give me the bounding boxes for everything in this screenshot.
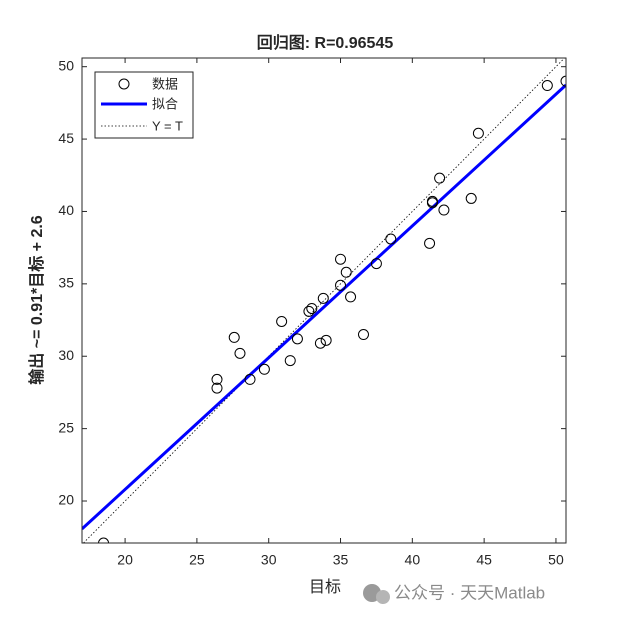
y-tick-label: 20 [58, 492, 74, 508]
data-point [340, 266, 352, 278]
data-point [211, 382, 223, 394]
data-point [98, 537, 110, 543]
data-point [284, 355, 296, 367]
data-point [276, 315, 288, 327]
x-tick-label: 30 [261, 552, 277, 568]
data-point [320, 334, 332, 346]
watermark-text: 公众号 · 天天Matlab [394, 583, 545, 602]
watermark: 公众号 · 天天Matlab [363, 583, 545, 604]
legend-label: Y = T [152, 118, 183, 133]
data-point [434, 172, 446, 184]
data-point [370, 258, 382, 270]
legend-label: 数据 [152, 76, 178, 91]
x-tick-label: 45 [476, 552, 492, 568]
data-point [357, 329, 369, 341]
legend: 数据 拟合 Y = T [94, 71, 194, 139]
data-point [314, 337, 326, 349]
data-point [560, 75, 566, 87]
plot-area [82, 58, 566, 543]
data-point [345, 291, 357, 303]
data-point [465, 192, 477, 204]
data-point [244, 373, 256, 385]
y-axis-label: 输出 ~= 0.91*目标 + 2.6 [27, 215, 46, 385]
axes-box [81, 57, 567, 544]
legend-label: 拟合 [152, 96, 178, 111]
data-point [228, 331, 240, 343]
y-tick-label: 45 [58, 130, 74, 146]
y-tick-label: 50 [58, 57, 74, 73]
y-tick-label: 40 [58, 202, 74, 218]
data-point [335, 253, 347, 265]
x-axis-label: 目标 [309, 578, 341, 596]
data-point [424, 237, 436, 249]
data-point [335, 279, 347, 291]
x-tick-label: 25 [189, 552, 205, 568]
legend-marker [118, 78, 130, 90]
x-tick-label: 35 [333, 552, 349, 568]
data-point [291, 333, 303, 345]
data-point [426, 197, 438, 209]
data-point [385, 233, 397, 245]
y-tick-label: 25 [58, 419, 74, 435]
data-point [234, 347, 246, 359]
x-tick-label: 40 [405, 552, 421, 568]
data-point [258, 363, 270, 375]
y-tick-label: 30 [58, 347, 74, 363]
data-point [211, 373, 223, 385]
data-point [306, 302, 318, 314]
fit-line [82, 83, 566, 531]
x-tick-label: 20 [117, 552, 133, 568]
data-point [472, 127, 484, 139]
data-point [303, 305, 315, 317]
data-point [541, 80, 553, 92]
data-point [438, 204, 450, 216]
chart-title: 回归图: R=0.96545 [257, 33, 394, 52]
watermark-icon [376, 590, 390, 604]
y-tick-label: 35 [58, 275, 74, 291]
data-point [317, 292, 329, 304]
x-tick-label: 50 [548, 552, 564, 568]
